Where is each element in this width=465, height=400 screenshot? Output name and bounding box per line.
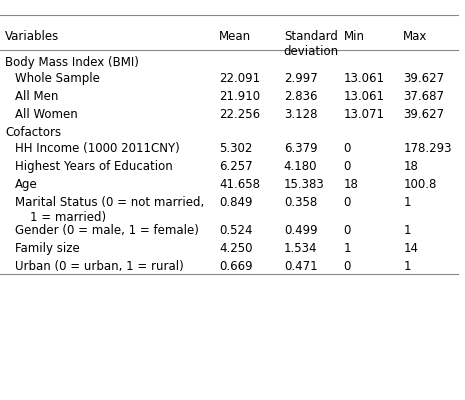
Text: 21.910: 21.910 <box>219 90 260 103</box>
Text: 22.091: 22.091 <box>219 72 260 85</box>
Text: 0.471: 0.471 <box>284 260 318 273</box>
Text: Mean: Mean <box>219 30 251 43</box>
Text: 15.383: 15.383 <box>284 178 325 191</box>
Text: Variables: Variables <box>5 30 59 43</box>
Text: Whole Sample: Whole Sample <box>15 72 100 85</box>
Text: 0.524: 0.524 <box>219 224 252 237</box>
Text: Highest Years of Education: Highest Years of Education <box>15 160 173 173</box>
Text: 1: 1 <box>403 224 411 237</box>
Text: 37.687: 37.687 <box>403 90 444 103</box>
Text: Standard
deviation: Standard deviation <box>284 30 339 58</box>
Text: Marital Status (0 = not married,
    1 = married): Marital Status (0 = not married, 1 = mar… <box>15 196 204 224</box>
Text: 0: 0 <box>344 260 351 273</box>
Text: 22.256: 22.256 <box>219 108 260 121</box>
Text: 6.379: 6.379 <box>284 142 318 155</box>
Text: Age: Age <box>15 178 38 191</box>
Text: 2.836: 2.836 <box>284 90 317 103</box>
Text: 0: 0 <box>344 142 351 155</box>
Text: 13.061: 13.061 <box>344 90 385 103</box>
Text: 4.180: 4.180 <box>284 160 317 173</box>
Text: 0: 0 <box>344 224 351 237</box>
Text: Cofactors: Cofactors <box>5 126 61 139</box>
Text: 1: 1 <box>344 242 351 255</box>
Text: Body Mass Index (BMI): Body Mass Index (BMI) <box>5 56 139 69</box>
Text: HH Income (1000 2011CNY): HH Income (1000 2011CNY) <box>15 142 179 155</box>
Text: 4.250: 4.250 <box>219 242 252 255</box>
Text: 0.669: 0.669 <box>219 260 252 273</box>
Text: 6.257: 6.257 <box>219 160 252 173</box>
Text: 0: 0 <box>344 160 351 173</box>
Text: 13.071: 13.071 <box>344 108 385 121</box>
Text: 1.534: 1.534 <box>284 242 317 255</box>
Text: 0: 0 <box>344 196 351 209</box>
Text: 18: 18 <box>403 160 418 173</box>
Text: All Men: All Men <box>15 90 58 103</box>
Text: Gender (0 = male, 1 = female): Gender (0 = male, 1 = female) <box>15 224 199 237</box>
Text: 5.302: 5.302 <box>219 142 252 155</box>
Text: 39.627: 39.627 <box>403 72 445 85</box>
Text: 39.627: 39.627 <box>403 108 445 121</box>
Text: 41.658: 41.658 <box>219 178 260 191</box>
Text: Urban (0 = urban, 1 = rural): Urban (0 = urban, 1 = rural) <box>15 260 184 273</box>
Text: 13.061: 13.061 <box>344 72 385 85</box>
Text: 0.499: 0.499 <box>284 224 318 237</box>
Text: All Women: All Women <box>15 108 78 121</box>
Text: 18: 18 <box>344 178 359 191</box>
Text: 1: 1 <box>403 260 411 273</box>
Text: Min: Min <box>344 30 365 43</box>
Text: 0.358: 0.358 <box>284 196 317 209</box>
Text: 178.293: 178.293 <box>403 142 452 155</box>
Text: 100.8: 100.8 <box>403 178 437 191</box>
Text: Family size: Family size <box>15 242 80 255</box>
Text: 0.849: 0.849 <box>219 196 252 209</box>
Text: 14: 14 <box>403 242 418 255</box>
Text: Max: Max <box>403 30 428 43</box>
Text: 3.128: 3.128 <box>284 108 317 121</box>
Text: 1: 1 <box>403 196 411 209</box>
Text: 2.997: 2.997 <box>284 72 318 85</box>
